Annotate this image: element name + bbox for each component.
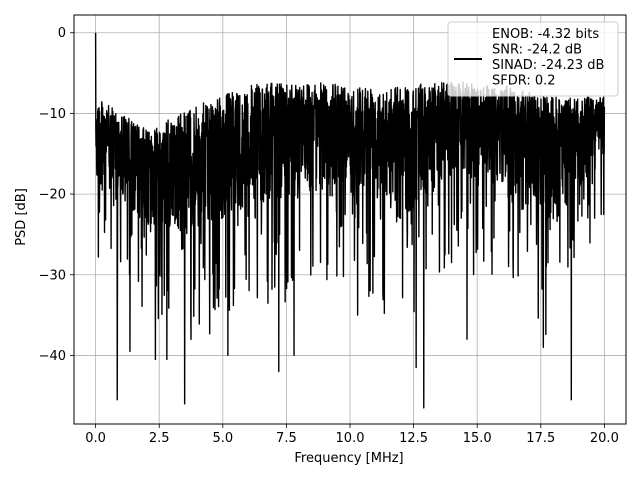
x-tick-label: 10.0 (336, 431, 365, 446)
ticks: 0.0 2.5 5.0 7.5 10.0 12.5 15.0 17.5 20.0 0 −10 −20 −… (39, 26, 619, 446)
y-tick-label: −10 (39, 107, 66, 122)
y-tick-label: −20 (39, 188, 66, 203)
x-tick-label: 5.0 (212, 431, 233, 446)
legend-text-line: SINAD: -24.23 dB (492, 58, 604, 73)
y-axis-label: PSD [dB] (14, 188, 29, 246)
x-tick-label: 20.0 (590, 431, 619, 446)
x-tick-label: 7.5 (276, 431, 297, 446)
y-tick-label: −30 (39, 268, 66, 283)
y-tick-label: −40 (39, 349, 66, 364)
x-tick-label: 2.5 (149, 431, 170, 446)
legend-text-line: SNR: -24.2 dB (492, 43, 582, 58)
y-tick-label: 0 (58, 26, 66, 41)
x-axis-label: Frequency [MHz] (294, 451, 403, 466)
x-tick-label: 15.0 (463, 431, 492, 446)
x-tick-label: 17.5 (526, 431, 555, 446)
x-tick-label: 0.0 (85, 431, 106, 446)
legend-text-line: ENOB: -4.32 bits (492, 27, 599, 42)
psd-line (94, 32, 606, 409)
legend-box (447, 21, 619, 97)
legend-text-line: SFDR: 0.2 (492, 74, 556, 89)
x-tick-label: 12.5 (399, 431, 428, 446)
psd-series (94, 32, 606, 409)
